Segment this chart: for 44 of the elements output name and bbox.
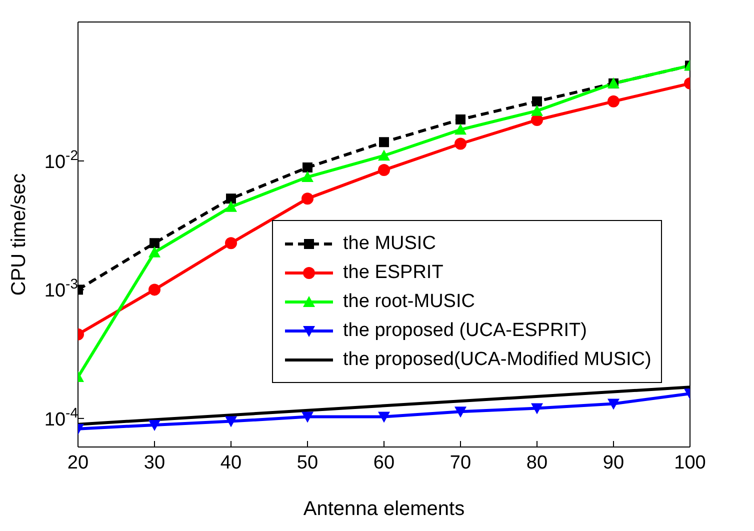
point	[302, 171, 314, 182]
point	[378, 150, 390, 161]
legend-label: the proposed (UCA-ESPRIT)	[343, 320, 587, 342]
point	[148, 246, 160, 258]
point	[148, 284, 160, 296]
point	[532, 96, 542, 106]
point	[225, 200, 237, 212]
point	[454, 124, 466, 135]
point	[225, 416, 237, 428]
point	[454, 406, 466, 418]
point	[378, 412, 390, 423]
legend-label: the ESPRIT	[343, 262, 444, 284]
point	[148, 420, 160, 431]
x-tick-label: 50	[296, 452, 318, 474]
x-tick-label: 20	[67, 452, 89, 474]
x-tick-label: 40	[220, 452, 242, 474]
x-tick-label: 90	[602, 452, 624, 474]
y-tick-label: 10$^{-4}$	[44, 404, 78, 430]
x-tick-label: 30	[144, 452, 166, 474]
point	[608, 398, 620, 410]
point	[456, 114, 466, 124]
point	[302, 412, 314, 423]
point	[531, 104, 543, 116]
legend-label: the proposed(UCA-Modified MUSIC)	[343, 348, 652, 370]
x-tick-label: 70	[450, 452, 472, 474]
point	[378, 164, 390, 176]
x-tick-label: 100	[674, 452, 706, 474]
point	[226, 194, 236, 204]
point	[302, 162, 312, 172]
y-axis-title: CPU time/sec	[8, 173, 30, 296]
legend-label: the root-MUSIC	[343, 290, 475, 312]
point	[302, 192, 314, 205]
x-axis-title: Antenna elements	[303, 498, 465, 520]
x-tick-label: 60	[373, 452, 395, 474]
point	[608, 95, 620, 108]
y-tick-label: 10$^{-3}$	[44, 276, 78, 302]
legend-label: the MUSIC	[343, 232, 436, 254]
point	[150, 238, 160, 248]
point	[225, 237, 237, 250]
point	[531, 403, 543, 414]
point	[379, 137, 389, 148]
point	[454, 138, 466, 150]
y-tick-label: 10$^{-2}$	[44, 146, 78, 173]
x-tick-label: 80	[526, 452, 548, 474]
